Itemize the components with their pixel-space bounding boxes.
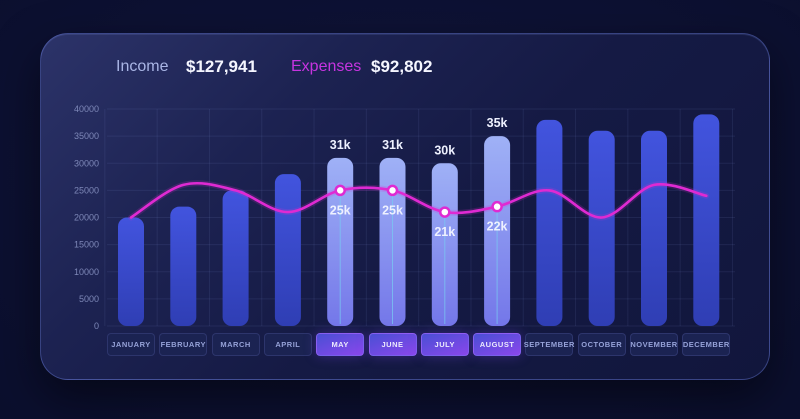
month-button-july[interactable]: JULY <box>420 333 469 356</box>
expenses-point <box>491 200 503 213</box>
expenses-point <box>439 206 451 218</box>
month-button-november[interactable]: NOVEMBER <box>630 333 678 356</box>
month-button-march[interactable]: MARCH <box>211 333 260 356</box>
month-button-august[interactable]: AUGUST <box>473 333 522 356</box>
month-button-row: JANUARY FEBRUARY MARCH APRIL MAY JUNE JULY AUGU… <box>41 34 769 379</box>
month-button-april[interactable]: APRIL <box>263 333 312 356</box>
income-expenses-chart: 40000 35000 30000 25000 20000 15000 10000 5000 0… <box>74 104 735 331</box>
income-label: Income <box>116 58 169 75</box>
income-value: $127,941 <box>186 57 257 76</box>
y-axis-tick-label: 30000 <box>74 158 99 168</box>
y-axis-tick-label: 10000 <box>74 267 99 277</box>
expenses-point-label: 25k <box>330 203 351 217</box>
y-axis-tick-label: 40000 <box>74 104 99 114</box>
income-bar <box>693 114 720 326</box>
y-axis-tick-label: 20000 <box>74 213 99 223</box>
bar-value-label: 35k <box>487 116 508 130</box>
expenses-label: Expenses <box>291 58 362 75</box>
expenses-point <box>334 184 346 197</box>
bar-value-label: 31k <box>382 138 403 152</box>
dashboard-card: Income $127,941 Expenses $92,802 40000 35… <box>40 33 770 380</box>
month-button-january[interactable]: JANUARY <box>107 333 155 356</box>
income-bar <box>118 217 144 326</box>
y-axis-tick-label: 5000 <box>79 294 99 304</box>
expenses-point-label: 25k <box>382 203 403 217</box>
y-axis-tick-label: 15000 <box>74 240 99 250</box>
month-button-september[interactable]: SEPTEMBER <box>524 333 574 356</box>
month-button-february[interactable]: FEBRUARY <box>159 333 208 356</box>
month-button-october[interactable]: OCTOBER <box>577 333 626 356</box>
expenses-point <box>386 184 399 197</box>
expenses-point-label: 21k <box>434 225 455 239</box>
income-bar <box>222 190 249 326</box>
bar-value-label: 31k <box>330 138 351 152</box>
month-button-june[interactable]: JUNE <box>368 333 417 356</box>
income-bar <box>170 206 197 326</box>
y-axis-tick-label: 0 <box>94 321 99 331</box>
income-bar <box>536 119 563 326</box>
y-axis-tick-label: 35000 <box>74 131 99 141</box>
expenses-value: $92,802 <box>371 57 433 76</box>
expenses-line <box>129 181 708 219</box>
bar-value-label: 30k <box>434 143 455 157</box>
legend: Income $127,941 Expenses $92,802 <box>41 56 769 78</box>
income-bar <box>641 130 667 326</box>
month-button-december[interactable]: DECEMBER <box>682 333 731 356</box>
expenses-point-label: 22k <box>487 220 508 234</box>
month-button-may[interactable]: MAY <box>316 333 365 356</box>
y-axis-tick-label: 25000 <box>74 185 99 195</box>
income-bar <box>588 130 615 326</box>
